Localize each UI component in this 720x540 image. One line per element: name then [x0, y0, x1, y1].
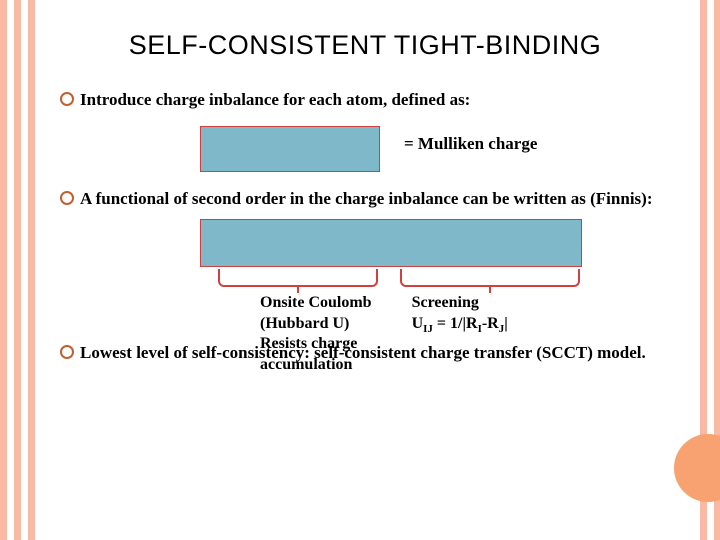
ring-icon: [60, 191, 74, 205]
anno-left-l2: (Hubbard U): [260, 314, 372, 335]
anno-r2-pre: U: [412, 315, 424, 332]
bullet-3-text: Lowest level of self-consistency: self-c…: [80, 342, 646, 365]
bullet-2-text: A functional of second order in the char…: [80, 188, 652, 211]
anno-r2-mid: = 1/|R: [433, 315, 478, 332]
bullet-2: A functional of second order in the char…: [60, 188, 670, 211]
bullet-3: Lowest level of self-consistency: self-c…: [60, 342, 670, 365]
equation-box-2: [200, 219, 582, 267]
slide-content: SELF-CONSISTENT TIGHT-BINDING Introduce …: [0, 0, 720, 540]
brace-right: [400, 269, 580, 287]
equation-box-1: [200, 126, 380, 172]
ring-icon: [60, 92, 74, 106]
brace-gap: [378, 269, 400, 293]
bullet-1-text: Introduce charge inbalance for each atom…: [80, 89, 470, 112]
mulliken-label: = Mulliken charge: [404, 134, 537, 154]
brace-row: [200, 269, 670, 293]
equation-row-1: = Mulliken charge: [60, 120, 670, 174]
page-title: SELF-CONSISTENT TIGHT-BINDING: [60, 30, 670, 61]
anno-right-l2: UIJ = 1/|RI-RJ|: [412, 314, 508, 336]
anno-left-l1: Onsite Coulomb: [260, 293, 372, 314]
anno-right-l1: Screening: [412, 293, 508, 314]
anno-r2-mid2: -R: [482, 315, 499, 332]
anno-r2-s1: IJ: [423, 323, 433, 335]
anno-r2-end: |: [504, 315, 508, 332]
brace-left: [218, 269, 378, 287]
ring-icon: [60, 345, 74, 359]
bullet-1: Introduce charge inbalance for each atom…: [60, 89, 670, 112]
